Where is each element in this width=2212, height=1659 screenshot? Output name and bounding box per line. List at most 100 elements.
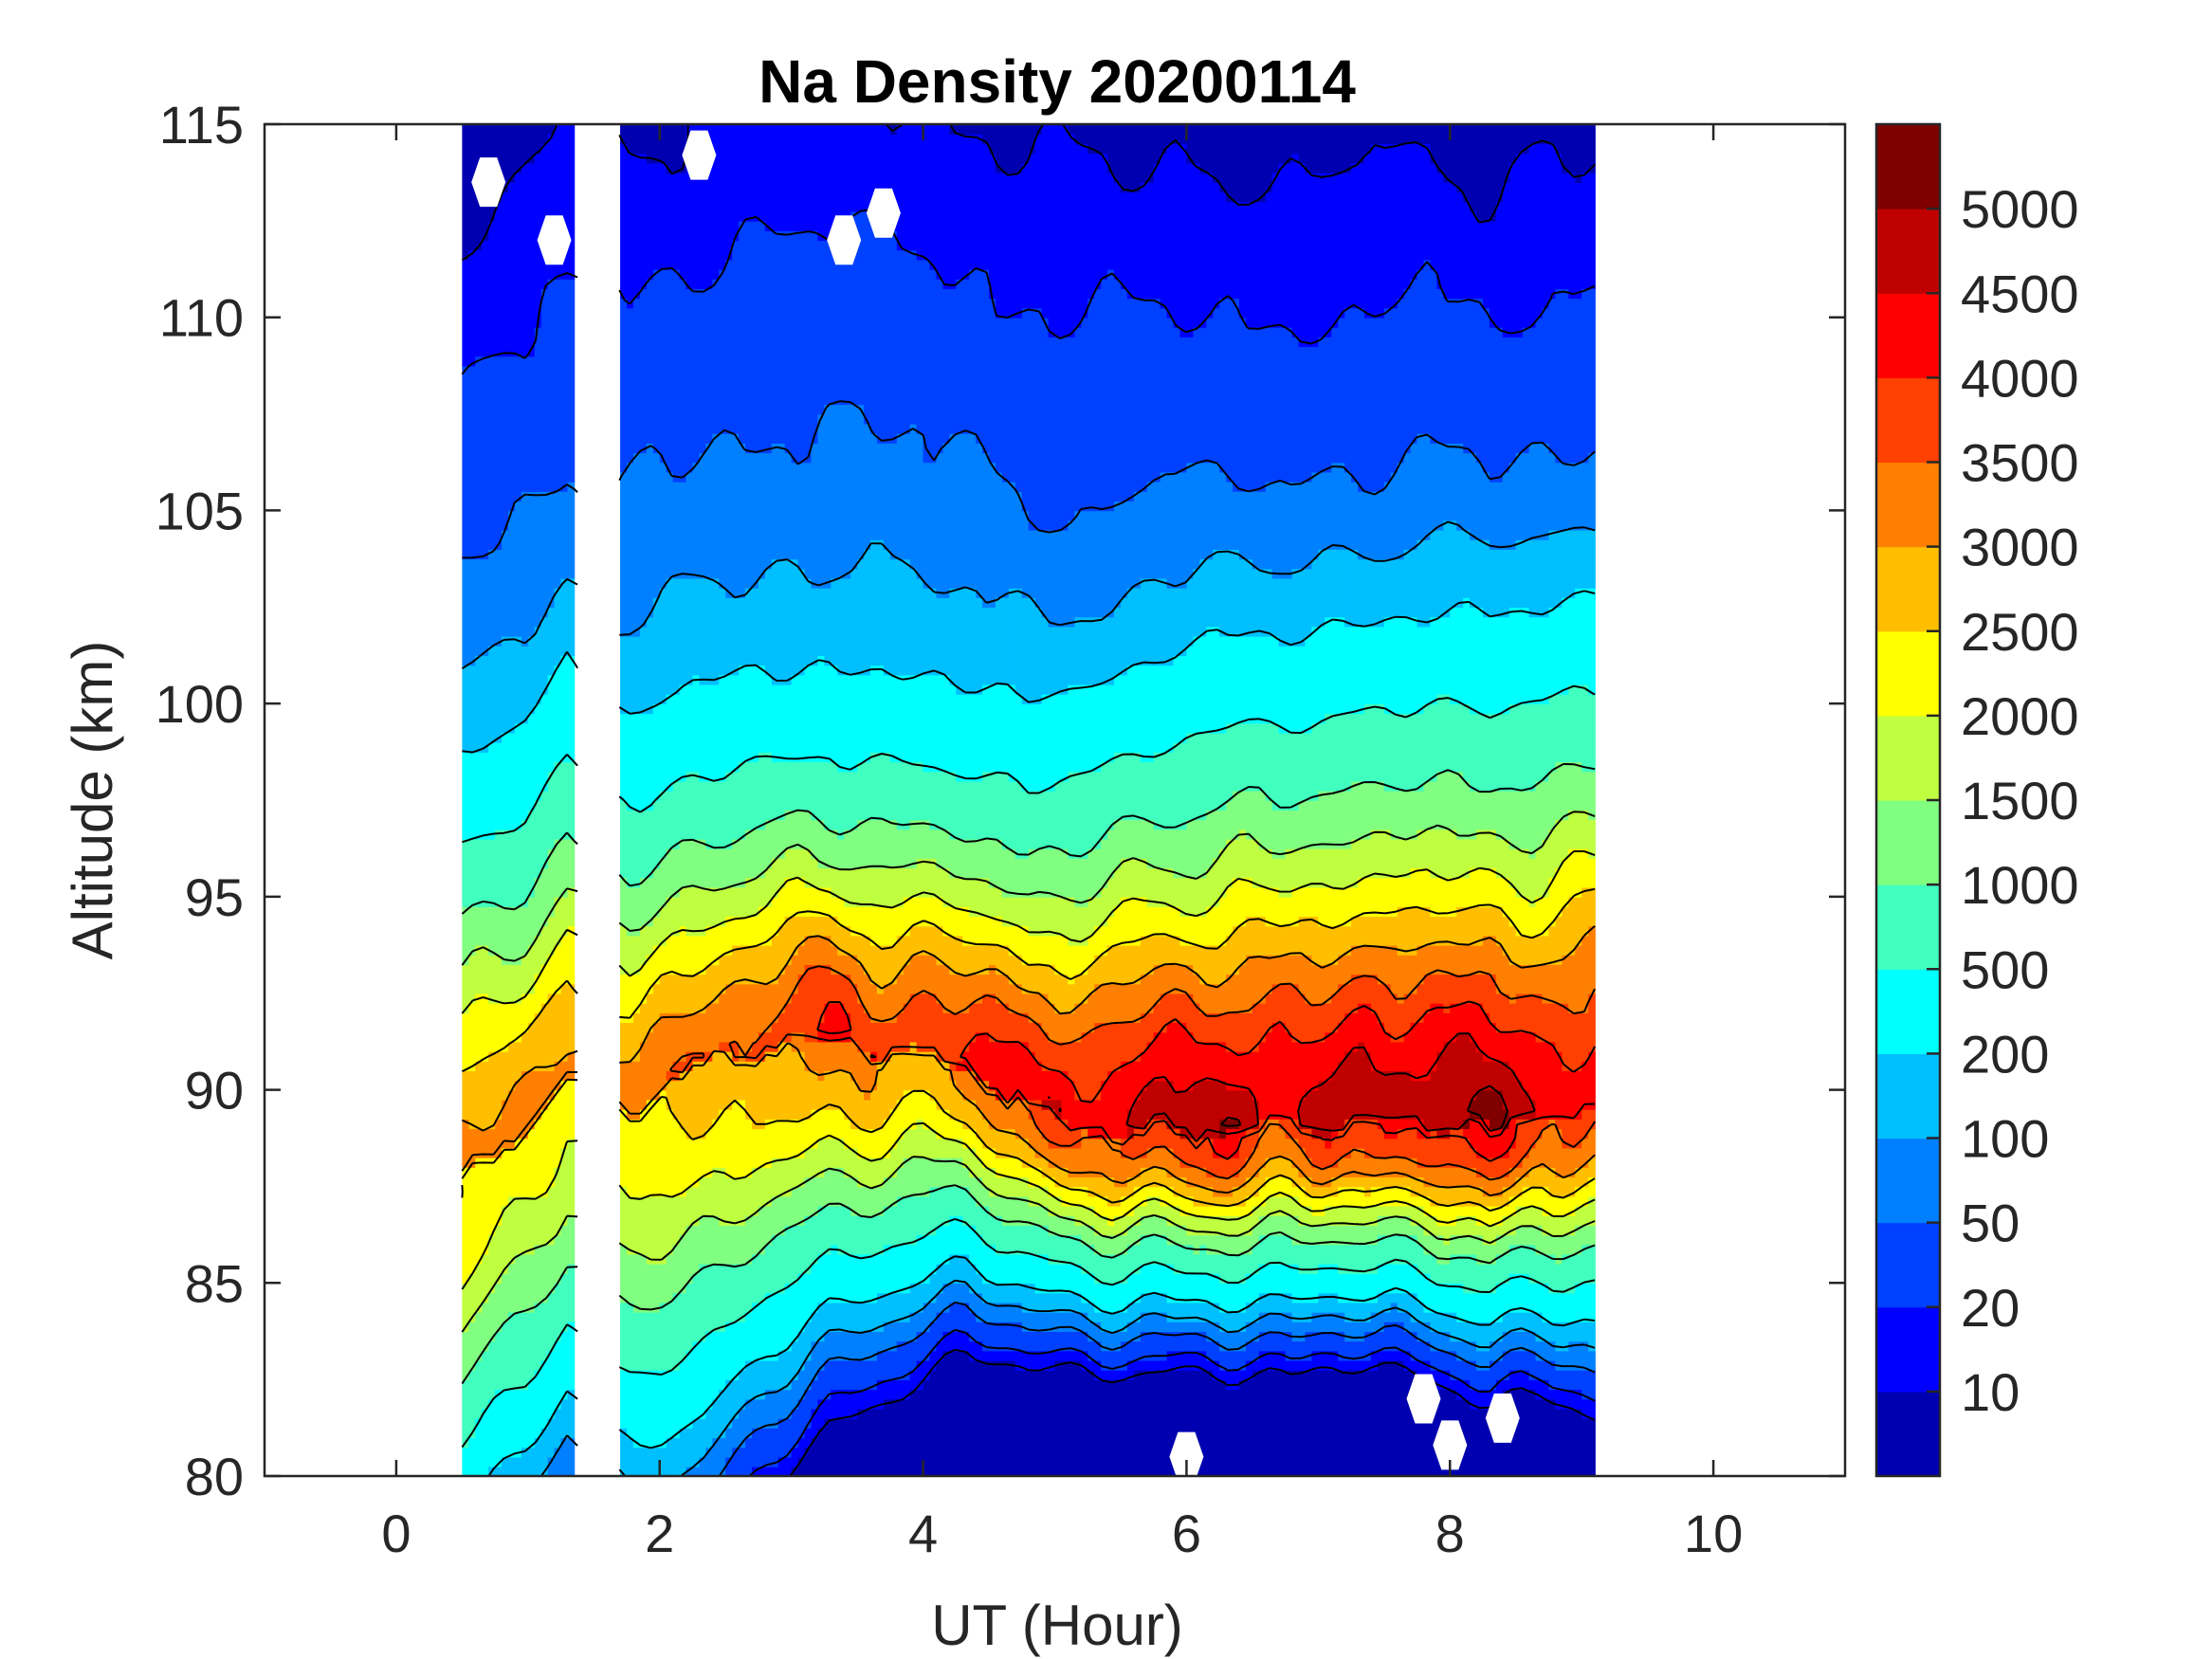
contour-cell	[1252, 1050, 1260, 1101]
contour-cell	[864, 1359, 871, 1391]
contour-cell	[1575, 529, 1582, 589]
contour-cell	[1463, 1253, 1471, 1294]
contour-cell	[1252, 1205, 1260, 1226]
contour-cell	[1562, 954, 1570, 1004]
contour-cell	[1325, 1205, 1333, 1226]
contour-cell	[864, 423, 871, 550]
contour-cell	[1173, 829, 1181, 879]
contour-cell	[1140, 1012, 1148, 1052]
contour-cell	[732, 838, 740, 888]
colorbar-tick-label: 20	[1961, 1278, 2020, 1338]
contour-cell	[725, 1428, 733, 1458]
contour-cell	[889, 230, 898, 444]
contour-cell	[976, 124, 983, 135]
contour-cell	[969, 1292, 977, 1313]
contour-cell	[1456, 1128, 1464, 1168]
contour-cell	[1436, 124, 1445, 173]
contour-cell	[1199, 916, 1208, 946]
contour-cell	[1133, 983, 1142, 1024]
contour-cell	[1318, 1002, 1326, 1043]
contour-cell	[942, 1311, 951, 1333]
contour-cell	[936, 1186, 944, 1226]
contour-cell	[1542, 1119, 1550, 1130]
contour-cell	[1126, 1214, 1135, 1226]
contour-cell	[1213, 1157, 1220, 1178]
contour-cell	[1325, 1002, 1333, 1033]
contour-cell	[1377, 143, 1385, 319]
contour-cell	[1535, 538, 1544, 618]
contour-cell	[632, 935, 641, 975]
contour-cell	[1048, 1311, 1056, 1333]
contour-cell	[1001, 1322, 1010, 1352]
contour-cell	[1153, 867, 1161, 907]
contour-cell	[1285, 925, 1293, 956]
contour-cell	[837, 954, 846, 975]
contour-cell	[1588, 1350, 1596, 1371]
contour-cell	[1489, 713, 1497, 792]
contour-cell	[949, 587, 958, 685]
contour-cell	[1495, 1234, 1504, 1255]
contour-cell	[482, 1128, 489, 1158]
contour-cell	[554, 944, 562, 994]
contour-cell	[1588, 1283, 1596, 1322]
contour-cell	[1463, 906, 1471, 946]
contour-cell	[1331, 616, 1339, 715]
contour-cell	[1001, 597, 1010, 685]
contour-cell	[1397, 1311, 1405, 1322]
contour-cell	[1383, 1359, 1392, 1476]
contour-cell	[488, 1292, 496, 1342]
contour-cell	[1588, 1244, 1596, 1285]
contour-cell	[1548, 1234, 1557, 1255]
contour-cell	[514, 124, 522, 173]
contour-cell	[1443, 771, 1452, 830]
contour-cell	[1548, 1359, 1557, 1391]
contour-cell	[475, 993, 484, 1062]
contour-cell	[864, 124, 871, 212]
contour-cell	[1074, 1350, 1083, 1361]
contour-cell	[1173, 1273, 1181, 1304]
contour-cell	[507, 906, 516, 965]
contour-cell	[1430, 268, 1438, 444]
contour-cell	[989, 684, 996, 773]
contour-cell	[699, 124, 707, 289]
contour-cell	[949, 1080, 958, 1120]
contour-cell	[1252, 124, 1260, 203]
contour-cell	[889, 1379, 898, 1400]
contour-cell	[1482, 1012, 1490, 1062]
contour-cell	[1338, 1225, 1345, 1246]
contour-cell	[1061, 848, 1069, 898]
contour-cell	[1153, 1369, 1161, 1476]
contour-cell	[1456, 1002, 1464, 1033]
contour-cell	[507, 1389, 516, 1458]
contour-cell	[1054, 529, 1063, 628]
contour-cell	[1423, 703, 1432, 782]
contour-cell	[777, 1012, 786, 1043]
contour-cell	[1291, 732, 1300, 811]
contour-cell	[620, 800, 628, 879]
contour-cell	[896, 867, 905, 907]
contour-cell	[739, 1263, 746, 1322]
contour-cell	[666, 1012, 674, 1071]
contour-cell	[1101, 1369, 1108, 1380]
contour-cell	[1515, 153, 1524, 337]
contour-cell	[784, 230, 793, 454]
contour-cell	[1278, 732, 1287, 811]
contour-cell	[679, 780, 687, 840]
contour-cell	[1423, 1195, 1432, 1216]
contour-cell	[1535, 964, 1544, 994]
contour-cell	[1495, 713, 1504, 792]
contour-cell	[804, 886, 813, 918]
contour-cell	[1351, 1244, 1359, 1274]
contour-cell	[1153, 1002, 1161, 1033]
contour-cell	[870, 1089, 878, 1130]
contour-cell	[857, 1302, 865, 1333]
contour-cell	[1213, 1322, 1220, 1342]
contour-cell	[936, 1061, 944, 1110]
contour-cell	[1265, 124, 1273, 193]
contour-cell	[936, 1002, 944, 1062]
contour-cell	[942, 906, 951, 937]
contour-cell	[679, 1359, 687, 1429]
contour-cell	[811, 935, 819, 965]
contour-cell	[712, 964, 721, 1004]
contour-cell	[1008, 481, 1016, 589]
